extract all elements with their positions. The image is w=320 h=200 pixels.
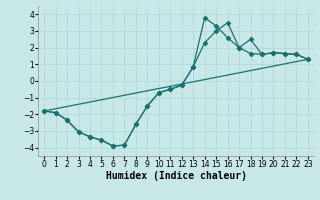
X-axis label: Humidex (Indice chaleur): Humidex (Indice chaleur) — [106, 171, 246, 181]
